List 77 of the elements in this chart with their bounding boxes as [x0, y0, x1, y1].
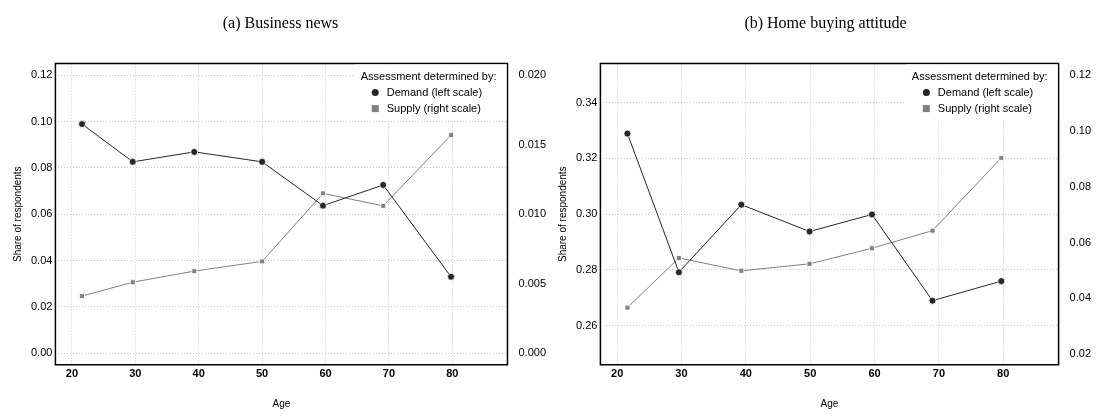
- chart-title: (b) Home buying attitude: [743, 14, 908, 34]
- y-tick-label: 0.04: [30, 253, 53, 266]
- legend-label: Supply (right scale): [386, 101, 481, 114]
- x-tick-label: 30: [129, 367, 142, 380]
- y2-tick-label: 0.015: [518, 137, 546, 150]
- y2-tick-label: 0.000: [518, 346, 546, 359]
- point: [319, 201, 327, 210]
- legend-label: Supply (right scale): [937, 101, 1033, 114]
- point: [869, 245, 875, 252]
- x-tick-label: 50: [804, 367, 817, 380]
- point: [78, 120, 86, 128]
- point: [806, 260, 813, 267]
- y-axis-title: Share of respondents: [556, 166, 568, 263]
- y-tick-label: 0.02: [30, 299, 53, 312]
- x-axis-title: Age: [820, 397, 839, 409]
- x-tick-label: 70: [382, 367, 396, 380]
- y2-tick-label: 0.10: [1069, 124, 1092, 137]
- y-tick-label: 0.26: [575, 318, 598, 331]
- point: [320, 190, 326, 197]
- x-tick-label: 70: [932, 367, 946, 380]
- y2-tick-label: 0.06: [1069, 235, 1092, 248]
- point: [447, 272, 455, 281]
- y-tick-label: 0.08: [30, 160, 53, 173]
- y2-tick-label: 0.04: [1069, 291, 1092, 304]
- chart-title: (a) Business news: [221, 14, 340, 34]
- x-tick-label: 60: [319, 367, 332, 380]
- y-axis-title: Share of respondents: [11, 166, 23, 263]
- x-axis-title: Age: [272, 397, 291, 409]
- y-tick-label: 0.28: [575, 263, 598, 276]
- point: [79, 293, 85, 299]
- y2-tick-label: 0.010: [518, 207, 546, 220]
- x-tick-label: 80: [446, 367, 459, 380]
- point: [928, 296, 937, 305]
- legend-title: Assessment determined by:: [911, 69, 1048, 82]
- point: [805, 227, 814, 236]
- x-tick-label: 80: [997, 367, 1010, 380]
- y2-tick-label: 0.08: [1069, 179, 1092, 192]
- x-tick-label: 50: [255, 367, 269, 380]
- y-tick-label: 0.30: [575, 207, 598, 220]
- point: [624, 304, 631, 311]
- point: [129, 279, 136, 286]
- y-tick-label: 0.32: [575, 151, 598, 164]
- x-tick-label: 20: [65, 367, 79, 380]
- legend-label: Demand (left scale): [386, 85, 483, 98]
- y2-tick-label: 0.005: [518, 276, 546, 289]
- legend-title: Assessment determined by:: [360, 69, 497, 82]
- x-tick-label: 60: [868, 367, 881, 380]
- y-tick-label: 0.12: [30, 68, 53, 81]
- x-tick-label: 20: [611, 367, 624, 380]
- point: [379, 181, 388, 189]
- y-tick-label: 0.34: [575, 95, 598, 108]
- y2-tick-label: 0.020: [518, 68, 546, 81]
- x-tick-label: 40: [739, 367, 752, 380]
- point: [676, 255, 682, 261]
- legend-label: Demand (left scale): [937, 85, 1034, 98]
- point: [380, 203, 387, 209]
- point: [675, 268, 683, 277]
- point: [737, 200, 746, 209]
- point: [738, 267, 745, 274]
- point: [259, 258, 265, 265]
- point: [258, 157, 266, 166]
- y-tick-label: 0.06: [30, 207, 53, 220]
- point: [190, 147, 199, 156]
- point: [998, 154, 1005, 161]
- point: [623, 129, 632, 138]
- point: [128, 157, 137, 166]
- y2-tick-label: 0.12: [1069, 68, 1092, 81]
- y2-tick-label: 0.02: [1069, 347, 1092, 360]
- point: [448, 132, 454, 138]
- point: [997, 277, 1006, 286]
- y-tick-label: 0.10: [30, 114, 53, 127]
- y-tick-label: 0.00: [30, 346, 53, 359]
- point: [929, 227, 936, 234]
- point: [868, 210, 876, 219]
- point: [191, 268, 198, 274]
- x-tick-label: 40: [192, 367, 205, 380]
- x-tick-label: 30: [675, 367, 688, 380]
